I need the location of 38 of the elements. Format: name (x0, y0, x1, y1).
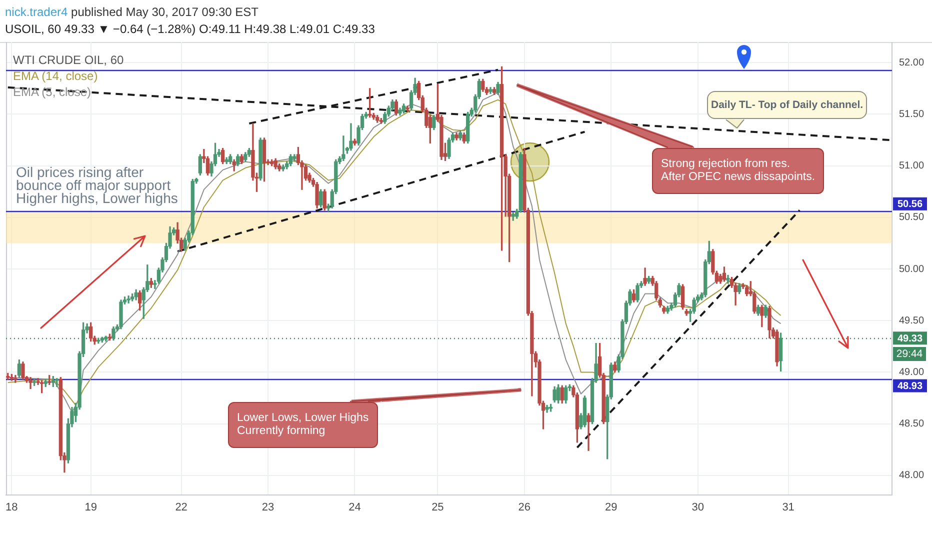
annotation: Strong rejection from res. After OPEC news dissapoints. (652, 148, 824, 194)
y-tick-label: 48.50 (899, 418, 924, 430)
x-tick-label: 26 (518, 502, 531, 514)
annotation: Oil prices rising after bounce off major support Higher highs, Lower highs (16, 164, 178, 206)
x-tick-label: 22 (175, 502, 188, 514)
x-tick-label: 19 (84, 502, 97, 514)
y-tick-label: 51.00 (899, 160, 924, 172)
candlestick (14, 374, 18, 383)
ref-line-label: 49.33 (897, 333, 923, 344)
candlestick (726, 274, 730, 284)
annotation: Daily TL- Top of Daily channel. (707, 91, 868, 119)
candlestick (342, 136, 346, 161)
x-tick-label: 24 (348, 502, 361, 514)
y-tick-label: 50.50 (899, 212, 924, 224)
text: nick.trader4 published May 30, 2017 09:30 EST (5, 5, 258, 19)
x-tick-label: 18 (6, 502, 18, 514)
y-tick-label: 51.50 (899, 108, 924, 120)
y-tick-label: 49.50 (899, 315, 924, 326)
x-tick-label: 29 (604, 502, 618, 514)
candlestick (586, 413, 590, 451)
y-tick-label: 52.00 (899, 57, 924, 68)
candlestick (126, 296, 130, 304)
text: EMA (14, close) (13, 68, 98, 84)
y-tick-label: 48.00 (899, 470, 924, 482)
candlestick (28, 377, 32, 390)
x-tick-label: 30 (692, 502, 704, 514)
chart-title: USOIL, 60 49.33 ▼ −0.64 (−1.28%) O:49.11 H:49.38 L:49.01 C:49.33 (5, 22, 375, 36)
ref-line-label: 48.93 (897, 380, 923, 392)
annotation: Lower Lows, Lower Highs Currently forming (228, 402, 378, 448)
x-tick-label: 23 (262, 502, 274, 514)
y-tick-label: 49.00 (899, 366, 924, 378)
text: 29:44 (893, 347, 926, 361)
ref-line-label: 50.56 (897, 199, 923, 210)
y-tick-label: 50.00 (899, 264, 924, 275)
x-tick-label: 31 (782, 502, 794, 514)
text: EMA (5, close) (13, 84, 92, 100)
x-tick-label: 25 (432, 502, 444, 514)
legend-title: WTI CRUDE OIL, 60 (13, 52, 124, 68)
